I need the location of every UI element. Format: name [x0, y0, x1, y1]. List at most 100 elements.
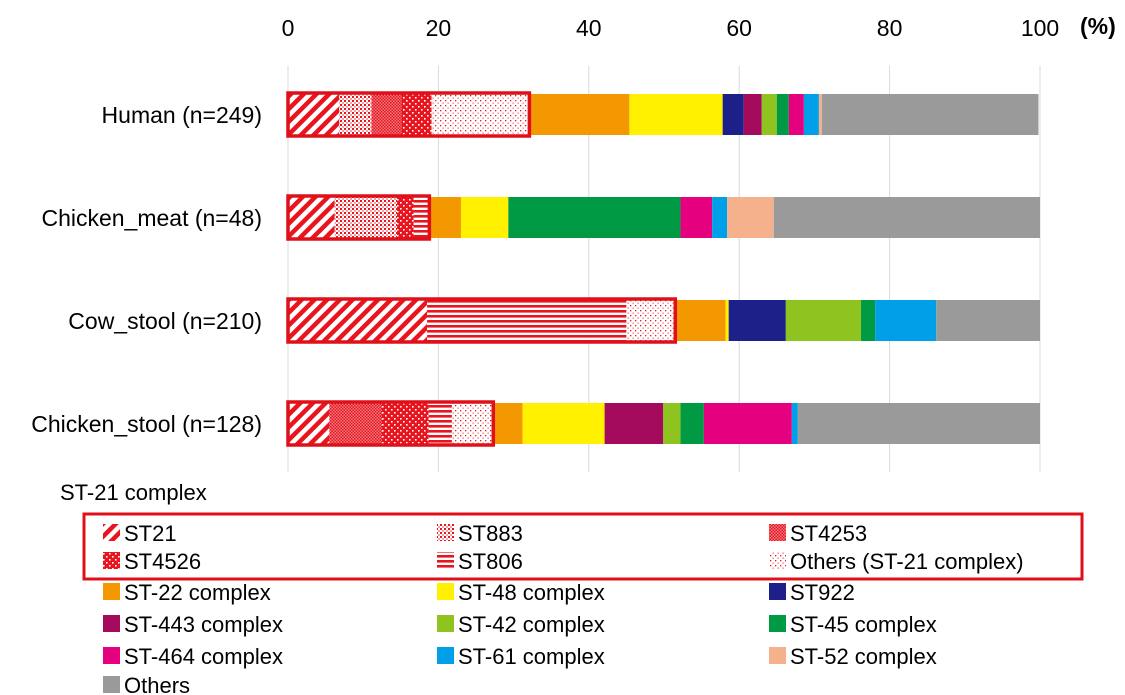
st21-complex-outline [286, 400, 496, 447]
legend-label: ST-42 complex [458, 612, 605, 637]
legend-label: Others [124, 673, 190, 695]
category-labels: Human (n=249) Chicken_meat (n=48) Cow_stoo… [31, 102, 262, 437]
bar-st883 [334, 197, 398, 238]
bar-st-48-complex [629, 94, 723, 135]
bar-others-st-21-complex [626, 300, 676, 341]
bar-st-48-complex [522, 403, 605, 444]
bar-st21 [288, 197, 335, 238]
legend-label: Others (ST-21 complex) [790, 549, 1024, 574]
bar-st21 [288, 403, 330, 444]
bar-st806 [427, 300, 627, 341]
bar-st-42-complex [761, 94, 777, 135]
legend-swatch [769, 552, 786, 569]
bar-st-48-complex [725, 300, 729, 341]
bar-st-61-complex [875, 300, 937, 341]
bar-st-42-complex [785, 300, 862, 341]
legend-label: ST-443 complex [124, 612, 283, 637]
bar-st-464-complex [703, 403, 792, 444]
legend-label: ST883 [458, 521, 523, 546]
bar-others [797, 403, 1040, 444]
legend-label: ST21 [124, 521, 177, 546]
bar-st-45-complex [776, 94, 789, 135]
bar-st4526 [382, 403, 429, 444]
legend-label: ST922 [790, 580, 855, 605]
bar-others-st-21-complex [431, 94, 530, 135]
legend-label: ST-45 complex [790, 612, 937, 637]
bar-st922 [728, 300, 786, 341]
legend-swatch [103, 583, 120, 600]
category-label: Chicken_meat (n=48) [41, 205, 262, 231]
legend-swatch [103, 647, 120, 664]
bar-st-45-complex [680, 403, 704, 444]
legend-label: ST-52 complex [790, 644, 937, 669]
bar-st-22-complex [493, 403, 523, 444]
legend-swatch [437, 552, 454, 569]
bar-st-61-complex [712, 197, 728, 238]
complex-group-label: ST-21 complex [60, 480, 207, 505]
legend-label: ST-61 complex [458, 644, 605, 669]
legend-swatch [103, 552, 120, 569]
legend-label: ST-22 complex [124, 580, 271, 605]
bar-st883 [339, 94, 372, 135]
bar-st-52-complex [727, 197, 774, 238]
bar-st806 [428, 403, 452, 444]
bar-st4526 [397, 197, 414, 238]
legend-label: ST4526 [124, 549, 201, 574]
bar-st-48-complex [460, 197, 509, 238]
bar-st-61-complex [803, 94, 819, 135]
st21-complex-outline [286, 194, 432, 241]
x-tick-label: 0 [282, 15, 295, 41]
legend-label: ST-48 complex [458, 580, 605, 605]
legend-swatch [437, 524, 454, 541]
legend-swatch [103, 524, 120, 541]
bar-st-45-complex [861, 300, 876, 341]
bar-st-61-complex [791, 403, 798, 444]
bar-st4526 [401, 94, 432, 135]
bars [286, 91, 1040, 447]
legend-swatch [769, 615, 786, 632]
bar-st922 [722, 94, 744, 135]
x-tick-label: 20 [426, 15, 452, 41]
x-tick-label: 100 [1021, 15, 1059, 41]
legend-swatch [769, 647, 786, 664]
st21-complex-outline [286, 297, 678, 344]
legend-label: ST806 [458, 549, 523, 574]
legend-label: ST-464 complex [124, 644, 283, 669]
bar-others [773, 197, 1040, 238]
bar-st-22-complex [675, 300, 726, 341]
bar-st-45-complex [508, 197, 681, 238]
legend-swatch [437, 615, 454, 632]
category-label: Chicken_stool (n=128) [31, 411, 262, 437]
bar-others [821, 94, 1039, 135]
bar-st-443-complex [743, 94, 762, 135]
bar-st-52-complex [818, 94, 822, 135]
bar-st-22-complex [529, 94, 630, 135]
st21-complex-outline [286, 91, 532, 138]
bar-st-42-complex [663, 403, 681, 444]
bar-st-22-complex [429, 197, 461, 238]
legend-swatch [103, 615, 120, 632]
category-label: Cow_stool (n=210) [68, 308, 262, 334]
bar-st4253 [329, 403, 382, 444]
x-axis-unit-label: (%) [1080, 13, 1116, 39]
x-tick-label: 40 [576, 15, 602, 41]
legend-complex-frame [82, 512, 1084, 581]
bar-st21 [288, 94, 340, 135]
legend-label: ST4253 [790, 521, 867, 546]
bar-others [936, 300, 1040, 341]
bar-others-st-21-complex [451, 403, 494, 444]
bar-st4253 [371, 94, 402, 135]
bar-st-464-complex [680, 197, 713, 238]
x-tick-label: 80 [877, 15, 903, 41]
legend-swatch [437, 647, 454, 664]
bar-st806 [413, 197, 430, 238]
legend: ST21 ST883 ST4253 ST4526 ST806 Others (ST-21 … [103, 521, 1024, 695]
bar-st21 [288, 300, 428, 341]
x-tick-label: 60 [726, 15, 752, 41]
legend-swatch [769, 583, 786, 600]
bar-st-443-complex [604, 403, 664, 444]
legend-swatch [437, 583, 454, 600]
legend-swatch [103, 676, 120, 693]
legend-swatch [769, 524, 786, 541]
